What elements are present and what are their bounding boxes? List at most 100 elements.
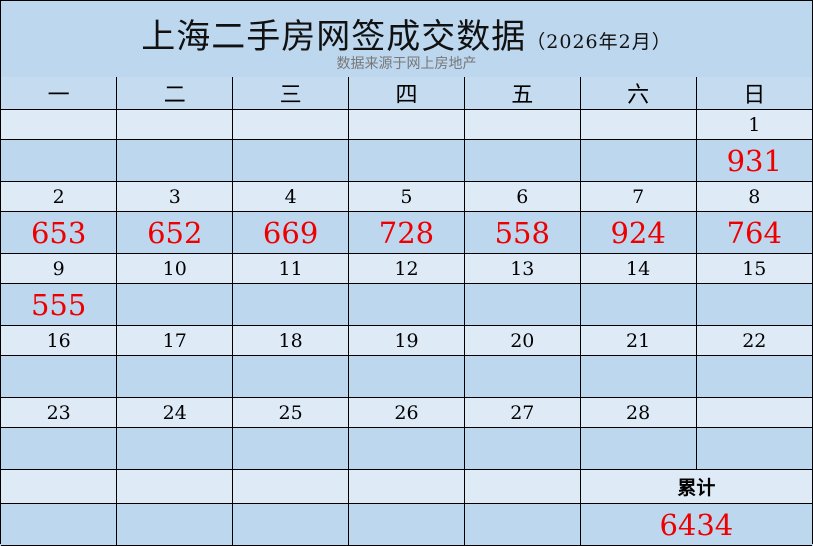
empty-cell[interactable] bbox=[1, 503, 118, 546]
date-cell[interactable]: 8 bbox=[695, 181, 812, 212]
date-cell[interactable]: 21 bbox=[579, 325, 697, 356]
transaction-count-cell[interactable]: 728 bbox=[348, 211, 465, 254]
date-cell[interactable]: 19 bbox=[348, 325, 465, 356]
transaction-count-cell[interactable] bbox=[463, 283, 581, 326]
total-label[interactable]: 累计 bbox=[579, 469, 812, 504]
transaction-count-cell[interactable] bbox=[232, 427, 350, 470]
transaction-count-cell[interactable] bbox=[579, 139, 697, 182]
transaction-count-cell[interactable] bbox=[695, 355, 812, 398]
date-row: 16 17 18 19 20 21 22 bbox=[1, 325, 812, 356]
transaction-count-cell[interactable] bbox=[232, 139, 350, 182]
date-cell[interactable]: 15 bbox=[695, 253, 812, 284]
transaction-count-cell[interactable] bbox=[463, 139, 581, 182]
empty-cell[interactable] bbox=[232, 469, 350, 504]
transaction-count-cell[interactable] bbox=[579, 355, 697, 398]
transaction-count-cell[interactable] bbox=[116, 355, 234, 398]
transaction-count-cell[interactable] bbox=[116, 427, 234, 470]
date-row: 9 10 11 12 13 14 15 bbox=[1, 253, 812, 284]
date-cell[interactable]: 10 bbox=[116, 253, 234, 284]
date-cell[interactable]: 12 bbox=[348, 253, 465, 284]
date-cell[interactable]: 26 bbox=[348, 397, 465, 428]
date-cell[interactable]: 27 bbox=[463, 397, 581, 428]
date-cell[interactable]: 3 bbox=[116, 181, 234, 212]
weekday-header[interactable]: 三 bbox=[232, 77, 350, 110]
date-row: 23 24 25 26 27 28 bbox=[1, 397, 812, 428]
weekday-header[interactable]: 五 bbox=[463, 77, 581, 110]
transaction-count-cell[interactable] bbox=[1, 139, 118, 182]
page-title: 上海二手房网签成交数据（2026年2月） bbox=[1, 9, 812, 58]
date-cell[interactable]: 25 bbox=[232, 397, 350, 428]
date-cell[interactable]: 11 bbox=[232, 253, 350, 284]
date-cell[interactable]: 5 bbox=[348, 181, 465, 212]
date-cell[interactable] bbox=[1, 109, 118, 140]
empty-cell[interactable] bbox=[116, 503, 234, 546]
title-text: 上海二手房网签成交数据 bbox=[141, 17, 527, 57]
weekday-header[interactable]: 日 bbox=[695, 77, 812, 110]
date-cell[interactable]: 16 bbox=[1, 325, 118, 356]
date-cell[interactable] bbox=[232, 109, 350, 140]
value-row: 931 bbox=[1, 139, 812, 182]
transaction-count-cell[interactable] bbox=[232, 283, 350, 326]
date-cell[interactable] bbox=[348, 109, 465, 140]
data-source-note: 数据来源于网上房地产 bbox=[336, 56, 477, 72]
transaction-count-cell[interactable] bbox=[579, 283, 697, 326]
transaction-count-cell[interactable]: 653 bbox=[1, 211, 118, 254]
empty-cell[interactable] bbox=[348, 503, 465, 546]
date-cell[interactable]: 28 bbox=[579, 397, 697, 428]
date-cell[interactable] bbox=[463, 109, 581, 140]
value-row: 555 bbox=[1, 283, 812, 326]
transaction-count-cell[interactable] bbox=[348, 355, 465, 398]
date-cell[interactable] bbox=[579, 109, 697, 140]
total-value[interactable]: 6434 bbox=[579, 503, 812, 546]
empty-cell[interactable] bbox=[463, 469, 581, 504]
transaction-count-cell[interactable] bbox=[116, 139, 234, 182]
transaction-count-cell[interactable] bbox=[232, 355, 350, 398]
weekday-header[interactable]: 四 bbox=[348, 77, 465, 110]
date-cell[interactable] bbox=[695, 397, 812, 428]
transaction-count-cell[interactable] bbox=[695, 283, 812, 326]
transaction-count-cell[interactable] bbox=[1, 355, 118, 398]
weekday-header[interactable]: 二 bbox=[116, 77, 234, 110]
transaction-count-cell[interactable]: 764 bbox=[695, 211, 812, 254]
transaction-count-cell[interactable]: 558 bbox=[463, 211, 581, 254]
empty-cell[interactable] bbox=[232, 503, 350, 546]
transaction-count-cell[interactable] bbox=[116, 283, 234, 326]
date-cell[interactable]: 14 bbox=[579, 253, 697, 284]
transaction-count-cell[interactable]: 652 bbox=[116, 211, 234, 254]
transaction-count-cell[interactable] bbox=[348, 427, 465, 470]
transaction-count-cell[interactable] bbox=[348, 139, 465, 182]
transaction-count-cell[interactable] bbox=[1, 427, 118, 470]
transaction-count-cell[interactable] bbox=[463, 427, 581, 470]
date-cell[interactable]: 1 bbox=[695, 109, 812, 140]
weekday-header[interactable]: 六 bbox=[579, 77, 697, 110]
empty-cell[interactable] bbox=[348, 469, 465, 504]
date-cell[interactable]: 17 bbox=[116, 325, 234, 356]
value-row bbox=[1, 355, 812, 398]
transaction-count-cell[interactable] bbox=[348, 283, 465, 326]
transaction-count-cell[interactable]: 931 bbox=[695, 139, 812, 182]
date-cell[interactable]: 13 bbox=[463, 253, 581, 284]
date-cell[interactable]: 18 bbox=[232, 325, 350, 356]
transaction-count-cell[interactable]: 555 bbox=[1, 283, 118, 326]
date-cell[interactable]: 22 bbox=[695, 325, 812, 356]
empty-cell[interactable] bbox=[1, 469, 118, 504]
transaction-count-cell[interactable]: 924 bbox=[579, 211, 697, 254]
transaction-count-cell[interactable] bbox=[579, 427, 697, 470]
date-cell[interactable]: 7 bbox=[579, 181, 697, 212]
date-cell[interactable]: 6 bbox=[463, 181, 581, 212]
transaction-count-cell[interactable] bbox=[695, 427, 812, 470]
date-cell[interactable] bbox=[116, 109, 234, 140]
date-cell[interactable]: 2 bbox=[1, 181, 118, 212]
date-cell[interactable]: 9 bbox=[1, 253, 118, 284]
transaction-count-cell[interactable]: 669 bbox=[232, 211, 350, 254]
date-cell[interactable]: 20 bbox=[463, 325, 581, 356]
weekday-header[interactable]: 一 bbox=[1, 77, 118, 110]
date-row: 1 bbox=[1, 109, 812, 140]
empty-cell[interactable] bbox=[116, 469, 234, 504]
date-cell[interactable]: 24 bbox=[116, 397, 234, 428]
weekday-header-row: 一二三四五六日 bbox=[1, 77, 812, 110]
empty-cell[interactable] bbox=[463, 503, 581, 546]
transaction-count-cell[interactable] bbox=[463, 355, 581, 398]
date-cell[interactable]: 23 bbox=[1, 397, 118, 428]
date-cell[interactable]: 4 bbox=[232, 181, 350, 212]
